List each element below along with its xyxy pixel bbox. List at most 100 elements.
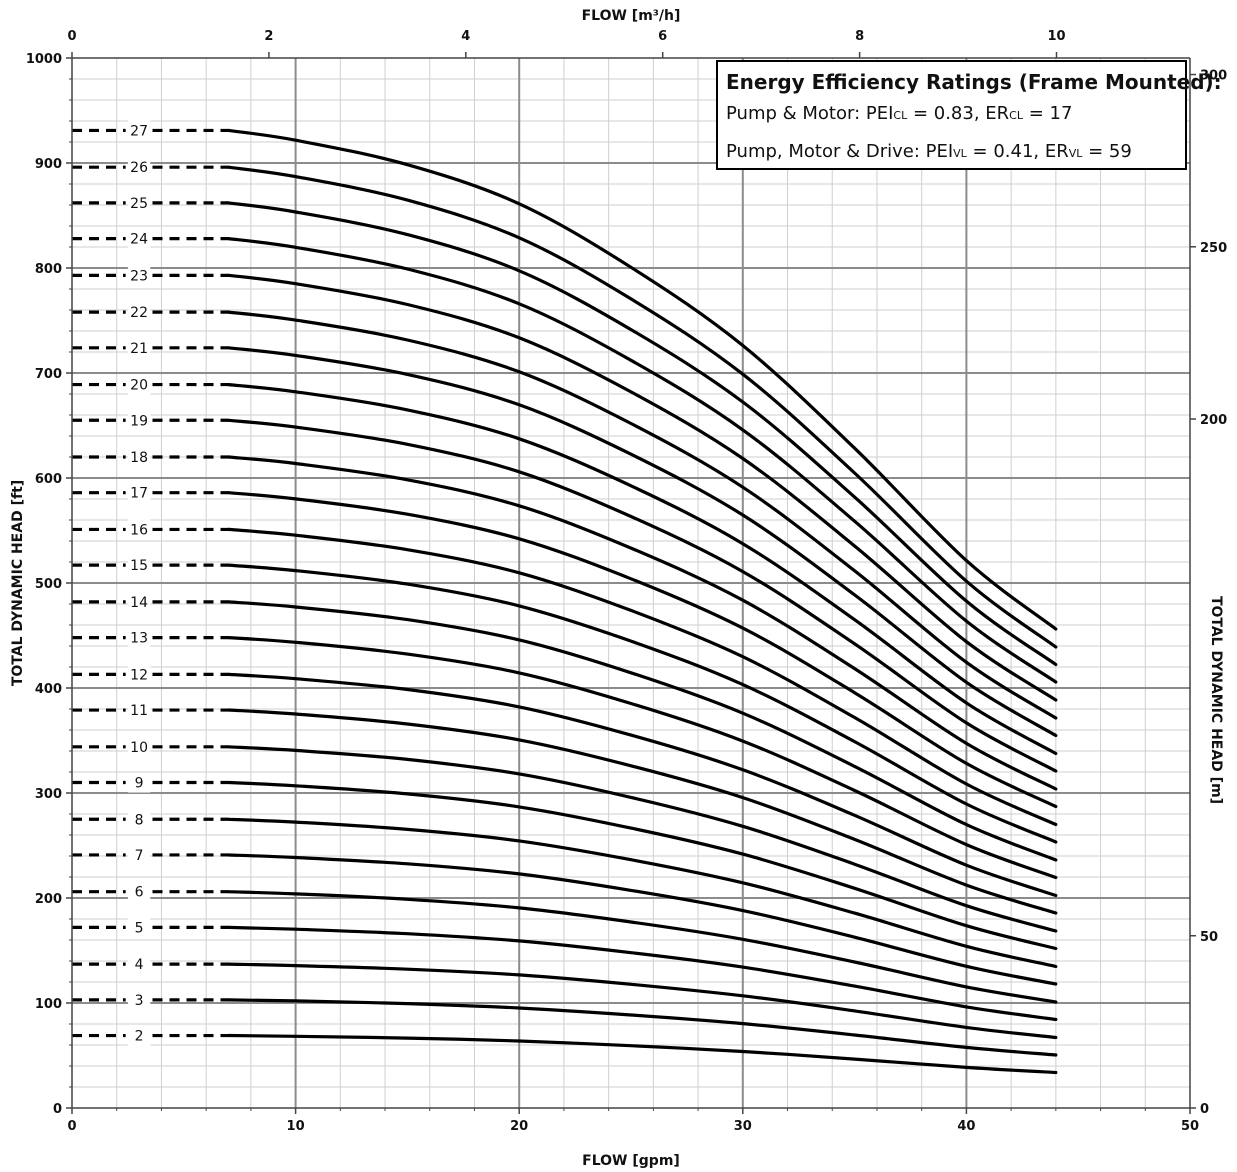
legend-line1-prefix: Pump & Motor: PEI xyxy=(726,103,894,124)
x-top-tick-label: 8 xyxy=(855,29,864,44)
pump-curve-20 xyxy=(226,383,1058,756)
legend-line1-suffix: = 17 xyxy=(1022,103,1073,124)
curve-label-bg-13 xyxy=(127,627,151,648)
curve-label-16: 16 xyxy=(130,522,148,538)
pump-curve-11 xyxy=(226,708,1058,915)
y-left-tick-label: 500 xyxy=(35,577,62,592)
legend-line2-mid: = 0.41, ER xyxy=(966,141,1069,162)
curve-label-bg-18 xyxy=(127,447,151,467)
pump-curve-16 xyxy=(226,527,1058,827)
curve-labels: 2345678910111213141516171819202122232425… xyxy=(127,120,151,1046)
pump-curve-9 xyxy=(226,780,1058,951)
y-left-tick-label: 600 xyxy=(35,472,62,487)
curve-label-8: 8 xyxy=(135,812,144,828)
curve-label-bg-3 xyxy=(127,989,151,1010)
x-bottom-tick-label: 0 xyxy=(67,1119,76,1134)
curve-label-bg-22 xyxy=(127,302,151,323)
y-left-tick-label: 100 xyxy=(35,997,62,1012)
curve-label-10: 10 xyxy=(130,740,148,756)
energy-efficiency-legend: Energy Efficiency Ratings (Frame Mounted… xyxy=(716,60,1222,172)
pump-curve-22 xyxy=(226,310,1058,720)
pump-curve-14 xyxy=(226,600,1058,862)
y-left-tick-label: 400 xyxy=(35,682,62,697)
pump-curve-4 xyxy=(226,962,1058,1040)
curve-label-21: 21 xyxy=(130,341,148,357)
pump-curve-3 xyxy=(226,998,1058,1057)
y-right-tick-label: 300 xyxy=(1200,69,1227,84)
curve-label-11: 11 xyxy=(130,703,148,719)
legend-line1-sub2: CL xyxy=(1009,109,1023,122)
curve-label-2: 2 xyxy=(135,1029,144,1045)
curve-label-25: 25 xyxy=(130,196,148,212)
pump-curve-21 xyxy=(226,346,1058,738)
curve-label-4: 4 xyxy=(135,957,144,973)
y-left-tick-label: 800 xyxy=(35,262,62,277)
curve-label-bg-26 xyxy=(127,157,151,178)
pump-curve-24 xyxy=(226,237,1058,684)
curve-label-23: 23 xyxy=(130,268,148,284)
y-axis-right-title: TOTAL DYNAMIC HEAD [m] xyxy=(1208,596,1224,804)
x-top-tick-label: 4 xyxy=(461,29,470,44)
curve-label-bg-2 xyxy=(127,1025,151,1046)
y-right-tick-label: 250 xyxy=(1200,241,1227,256)
curve-label-13: 13 xyxy=(130,631,148,647)
pump-curve-17 xyxy=(226,491,1058,809)
curve-label-bg-24 xyxy=(127,228,151,249)
y-right-tick-label: 200 xyxy=(1200,413,1227,428)
y-right-tick-label: 50 xyxy=(1200,930,1218,945)
legend-pump-motor: Pump & Motor: PEICL = 0.83, ERCL = 17 xyxy=(726,96,1177,134)
curve-label-bg-15 xyxy=(127,555,151,576)
curve-label-bg-8 xyxy=(127,809,151,830)
curve-label-bg-7 xyxy=(127,844,151,865)
curve-label-bg-23 xyxy=(127,265,151,286)
pump-curve-8 xyxy=(226,817,1058,969)
pump-curve-27 xyxy=(226,128,1058,631)
pump-curve-13 xyxy=(226,636,1058,880)
x-axis-top-title: FLOW [m³/h] xyxy=(582,8,681,24)
pump-curve-26 xyxy=(226,165,1058,649)
y-right-tick-label: 0 xyxy=(1200,1102,1209,1117)
curve-label-18: 18 xyxy=(130,450,148,466)
x-axis-bottom-title: FLOW [gpm] xyxy=(582,1153,680,1169)
legend-pump-motor-drive: Pump, Motor & Drive: PEIVL = 0.41, ERVL … xyxy=(726,134,1177,172)
y-axis-left-title: TOTAL DYNAMIC HEAD [ft] xyxy=(10,480,26,686)
pump-curve-25 xyxy=(226,201,1058,667)
x-bottom-tick-label: 50 xyxy=(1181,1119,1199,1134)
x-top-tick-label: 10 xyxy=(1047,29,1065,44)
pump-curve-10 xyxy=(226,745,1058,933)
pump-curve-12 xyxy=(226,672,1058,898)
curve-label-bg-17 xyxy=(127,482,151,503)
curve-label-bg-20 xyxy=(127,374,151,395)
pump-curve-23 xyxy=(226,273,1058,702)
pump-curve-2 xyxy=(226,1033,1058,1075)
curve-label-17: 17 xyxy=(130,486,148,502)
legend-line2-suffix: = 59 xyxy=(1082,141,1132,162)
curve-label-7: 7 xyxy=(135,848,144,864)
legend-line2-prefix: Pump, Motor & Drive: PEI xyxy=(726,141,954,162)
major-grid xyxy=(72,58,1190,1108)
curve-label-bg-5 xyxy=(127,917,151,938)
curve-label-6: 6 xyxy=(135,885,144,901)
y-left-tick-label: 1000 xyxy=(26,52,62,67)
curve-label-bg-25 xyxy=(127,192,151,213)
pump-curves xyxy=(72,128,1058,1075)
curve-label-bg-16 xyxy=(127,519,151,540)
x-bottom-tick-label: 40 xyxy=(957,1119,975,1134)
pump-curve-19 xyxy=(226,418,1058,773)
curve-label-bg-14 xyxy=(127,591,151,612)
curve-label-9: 9 xyxy=(135,776,144,792)
curve-label-bg-27 xyxy=(127,120,151,141)
curve-label-26: 26 xyxy=(130,160,148,176)
axes xyxy=(66,52,1196,1114)
curve-label-bg-11 xyxy=(127,700,151,721)
curve-label-22: 22 xyxy=(130,305,148,321)
x-top-tick-label: 6 xyxy=(658,29,667,44)
pump-curve-6 xyxy=(226,890,1058,1004)
legend-title: Energy Efficiency Ratings (Frame Mounted… xyxy=(726,70,1222,94)
curve-label-bg-9 xyxy=(127,772,151,793)
x-bottom-tick-label: 20 xyxy=(510,1119,528,1134)
curve-label-27: 27 xyxy=(130,123,148,139)
curve-label-19: 19 xyxy=(130,413,148,429)
curve-label-bg-6 xyxy=(127,881,151,902)
